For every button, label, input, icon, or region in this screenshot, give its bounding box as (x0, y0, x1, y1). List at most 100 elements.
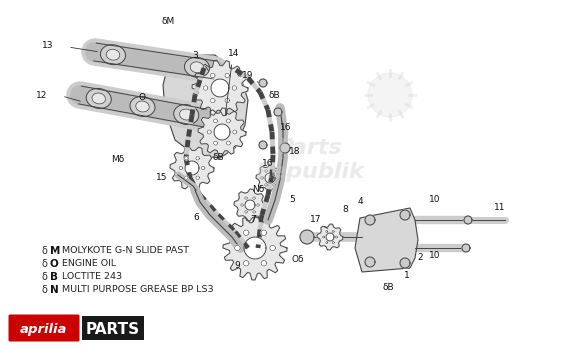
Polygon shape (326, 242, 328, 244)
Text: aprilia: aprilia (21, 323, 68, 335)
Text: N: N (50, 285, 59, 295)
Polygon shape (243, 230, 249, 236)
Polygon shape (214, 141, 218, 145)
Polygon shape (277, 177, 279, 179)
Text: 14: 14 (229, 49, 240, 58)
Polygon shape (225, 73, 230, 78)
Text: 18: 18 (289, 148, 301, 157)
Polygon shape (273, 170, 275, 172)
Polygon shape (462, 244, 470, 252)
Text: MOLYKOTE G-N SLIDE PAST: MOLYKOTE G-N SLIDE PAST (62, 246, 189, 255)
Ellipse shape (174, 104, 199, 125)
Polygon shape (273, 184, 275, 186)
Ellipse shape (180, 109, 193, 120)
Ellipse shape (92, 93, 105, 104)
Polygon shape (196, 176, 200, 180)
Polygon shape (198, 108, 246, 156)
Polygon shape (214, 124, 230, 140)
Polygon shape (326, 233, 334, 241)
Text: 7: 7 (250, 215, 256, 224)
Polygon shape (464, 216, 472, 224)
Text: δ: δ (42, 259, 48, 269)
Polygon shape (243, 261, 249, 266)
Polygon shape (214, 119, 218, 123)
Polygon shape (365, 215, 375, 225)
Text: δB: δB (382, 284, 394, 293)
Polygon shape (245, 200, 255, 210)
Text: δB: δB (268, 90, 280, 100)
FancyBboxPatch shape (9, 315, 79, 341)
Polygon shape (241, 204, 243, 206)
Ellipse shape (100, 45, 125, 65)
Ellipse shape (190, 62, 203, 73)
Text: LOCTITE 243: LOCTITE 243 (62, 272, 122, 281)
Polygon shape (265, 184, 267, 186)
Text: 3: 3 (192, 52, 198, 61)
Polygon shape (179, 166, 182, 170)
Polygon shape (210, 73, 215, 78)
Text: 12: 12 (36, 92, 48, 101)
Polygon shape (260, 177, 263, 179)
Polygon shape (317, 224, 343, 250)
Polygon shape (280, 143, 290, 153)
Text: 5: 5 (289, 196, 295, 205)
Polygon shape (253, 211, 255, 213)
Text: O: O (139, 94, 145, 103)
Text: PARTS: PARTS (86, 322, 140, 337)
Polygon shape (261, 261, 267, 266)
Text: 1: 1 (404, 270, 410, 279)
Text: 10: 10 (429, 196, 441, 205)
Ellipse shape (130, 96, 155, 117)
Polygon shape (245, 211, 247, 213)
Polygon shape (332, 242, 334, 244)
FancyBboxPatch shape (82, 316, 144, 340)
Text: δ: δ (42, 246, 48, 256)
Polygon shape (265, 173, 275, 183)
Text: 6: 6 (193, 214, 199, 222)
Polygon shape (235, 245, 240, 251)
Polygon shape (270, 245, 275, 251)
Text: 13: 13 (42, 40, 54, 49)
Text: δ: δ (42, 285, 48, 295)
Text: ENGINE OIL: ENGINE OIL (62, 259, 116, 268)
Polygon shape (185, 157, 188, 160)
Polygon shape (170, 146, 214, 190)
Polygon shape (253, 197, 255, 199)
Text: 19: 19 (242, 71, 254, 79)
Polygon shape (201, 166, 205, 170)
Polygon shape (226, 141, 230, 145)
Polygon shape (244, 237, 266, 259)
Ellipse shape (106, 49, 120, 60)
Polygon shape (259, 141, 267, 149)
Polygon shape (203, 86, 208, 90)
Text: Oδ: Oδ (292, 255, 304, 264)
Text: 2: 2 (417, 253, 423, 262)
Polygon shape (261, 230, 267, 236)
Polygon shape (256, 204, 259, 206)
Polygon shape (400, 210, 410, 220)
Polygon shape (207, 130, 211, 134)
Text: Mδ: Mδ (111, 156, 125, 165)
Polygon shape (256, 164, 284, 192)
Text: 10: 10 (429, 251, 441, 260)
Text: 4: 4 (357, 198, 363, 206)
Text: 16: 16 (280, 124, 292, 133)
Polygon shape (400, 258, 410, 268)
Polygon shape (274, 108, 282, 116)
Ellipse shape (136, 101, 149, 112)
Polygon shape (163, 55, 248, 158)
Polygon shape (326, 230, 328, 232)
Text: Nδ: Nδ (252, 185, 264, 195)
Polygon shape (245, 197, 247, 199)
Polygon shape (259, 79, 267, 87)
Text: 8: 8 (342, 206, 348, 214)
Ellipse shape (185, 57, 210, 77)
Text: δB: δB (212, 153, 224, 163)
Polygon shape (332, 230, 334, 232)
Polygon shape (226, 119, 230, 123)
Polygon shape (185, 161, 199, 175)
Polygon shape (265, 170, 267, 172)
Polygon shape (300, 230, 314, 244)
Text: B: B (50, 272, 58, 282)
Polygon shape (192, 60, 248, 116)
